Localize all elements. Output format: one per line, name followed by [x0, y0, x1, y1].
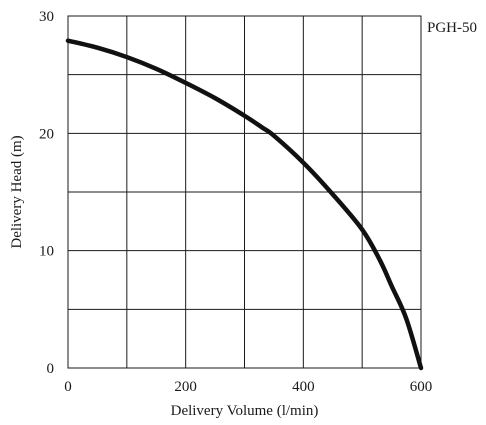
x-tick-label: 0 [64, 379, 72, 395]
y-axis-title: Delivery Head (m) [9, 135, 25, 248]
x-tick-labels: 0 200 400 600 [64, 379, 432, 395]
y-tick-label: 20 [39, 126, 54, 142]
series-line [65, 38, 424, 371]
y-tick-label: 30 [39, 9, 54, 25]
x-tick-label: 200 [174, 379, 197, 395]
x-axis-title: Delivery Volume (l/min) [171, 403, 319, 419]
grid [68, 16, 421, 368]
x-tick-label: 600 [410, 379, 433, 395]
y-tick-labels: 0 10 20 30 [39, 9, 54, 377]
x-tick-label: 400 [292, 379, 315, 395]
chart-title: PGH-50 [427, 20, 477, 36]
plot-area-frame [67, 15, 422, 369]
y-tick-label: 0 [47, 361, 55, 377]
y-tick-label: 10 [39, 244, 54, 260]
